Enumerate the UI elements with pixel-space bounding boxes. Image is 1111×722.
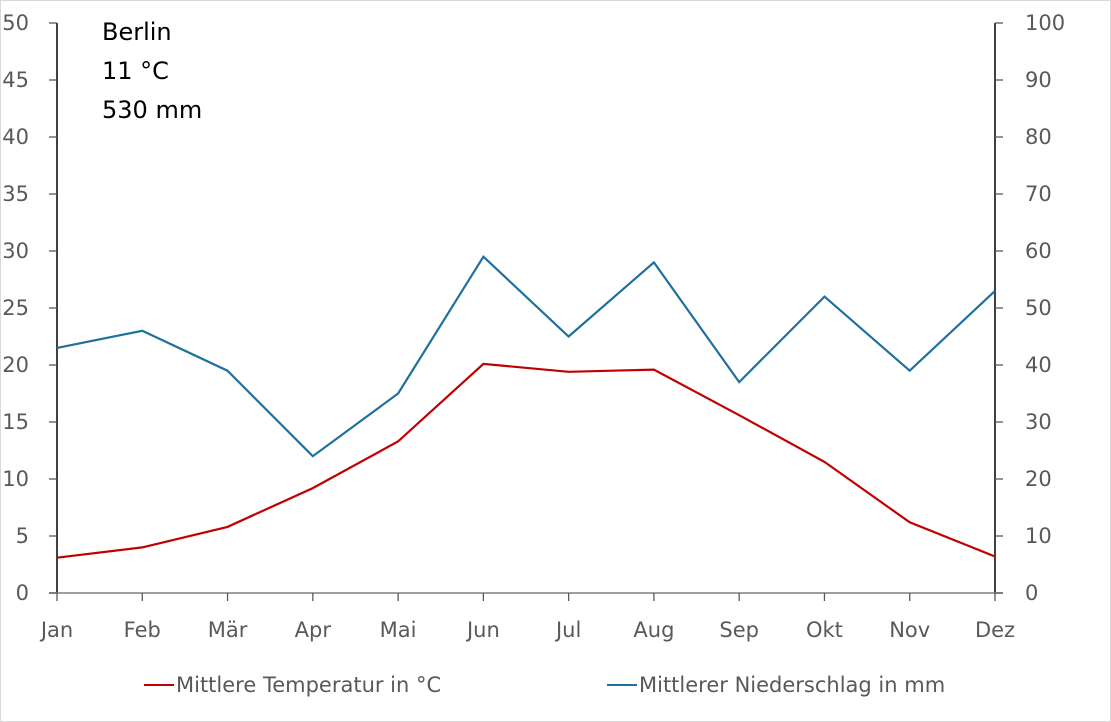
legend-label-precipitation: Mittlerer Niederschlag in mm (639, 673, 946, 697)
left-tick-label: 50 (2, 11, 29, 35)
legend-item-temperature: Mittlere Temperatur in °C (144, 673, 441, 697)
left-tick-label: 25 (2, 296, 29, 320)
right-tick-label: 70 (1025, 182, 1052, 206)
x-tick-label: Aug (633, 618, 674, 642)
left-tick-label: 40 (2, 125, 29, 149)
x-tick-label: Okt (806, 618, 843, 642)
right-tick-label: 30 (1025, 410, 1052, 434)
series-lines (56, 254, 996, 559)
x-tick-label: Apr (295, 618, 332, 642)
x-tick-label: Jul (554, 618, 581, 642)
left-tick-label: 20 (2, 353, 29, 377)
total-precip-label: 530 mm (102, 96, 203, 124)
x-tick-label: Mär (208, 618, 248, 642)
axes: 0 5 10 15 20 25 30 35 40 45 50 0 10 20 30 40 50 60 70 80 90 1… (2, 11, 1065, 642)
x-tick-label: Dez (975, 618, 1015, 642)
right-tick-label: 0 (1025, 581, 1038, 605)
x-tick-label: Sep (719, 618, 759, 642)
right-tick-label: 10 (1025, 524, 1052, 548)
legend-swatch-precipitation (607, 684, 637, 686)
city-label: Berlin (102, 18, 172, 46)
legend-swatch-temperature (144, 684, 174, 686)
mean-temp-label: 11 °C (102, 57, 169, 85)
right-tick-label: 20 (1025, 467, 1052, 491)
left-tick-label: 45 (2, 68, 29, 92)
temperature-line (56, 362, 996, 559)
right-tick-label: 40 (1025, 353, 1052, 377)
left-tick-label: 0 (16, 581, 29, 605)
legend-label-temperature: Mittlere Temperatur in °C (176, 673, 442, 697)
right-tick-label: 90 (1025, 68, 1052, 92)
left-tick-label: 10 (2, 467, 29, 491)
x-tick-label: Jan (39, 618, 73, 642)
legend-item-precipitation: Mittlerer Niederschlag in mm (607, 673, 945, 697)
x-tick-label: Feb (124, 618, 161, 642)
x-tick-label: Nov (889, 618, 930, 642)
right-tick-label: 50 (1025, 296, 1052, 320)
right-tick-label: 60 (1025, 239, 1052, 263)
left-tick-label: 30 (2, 239, 29, 263)
left-tick-label: 5 (16, 524, 29, 548)
right-tick-label: 80 (1025, 125, 1052, 149)
right-tick-label: 100 (1025, 11, 1065, 35)
x-tick-label: Mai (380, 618, 417, 642)
x-tick-label: Jun (465, 618, 500, 642)
left-tick-label: 15 (2, 410, 29, 434)
left-tick-label: 35 (2, 182, 29, 206)
precipitation-line (56, 254, 996, 458)
